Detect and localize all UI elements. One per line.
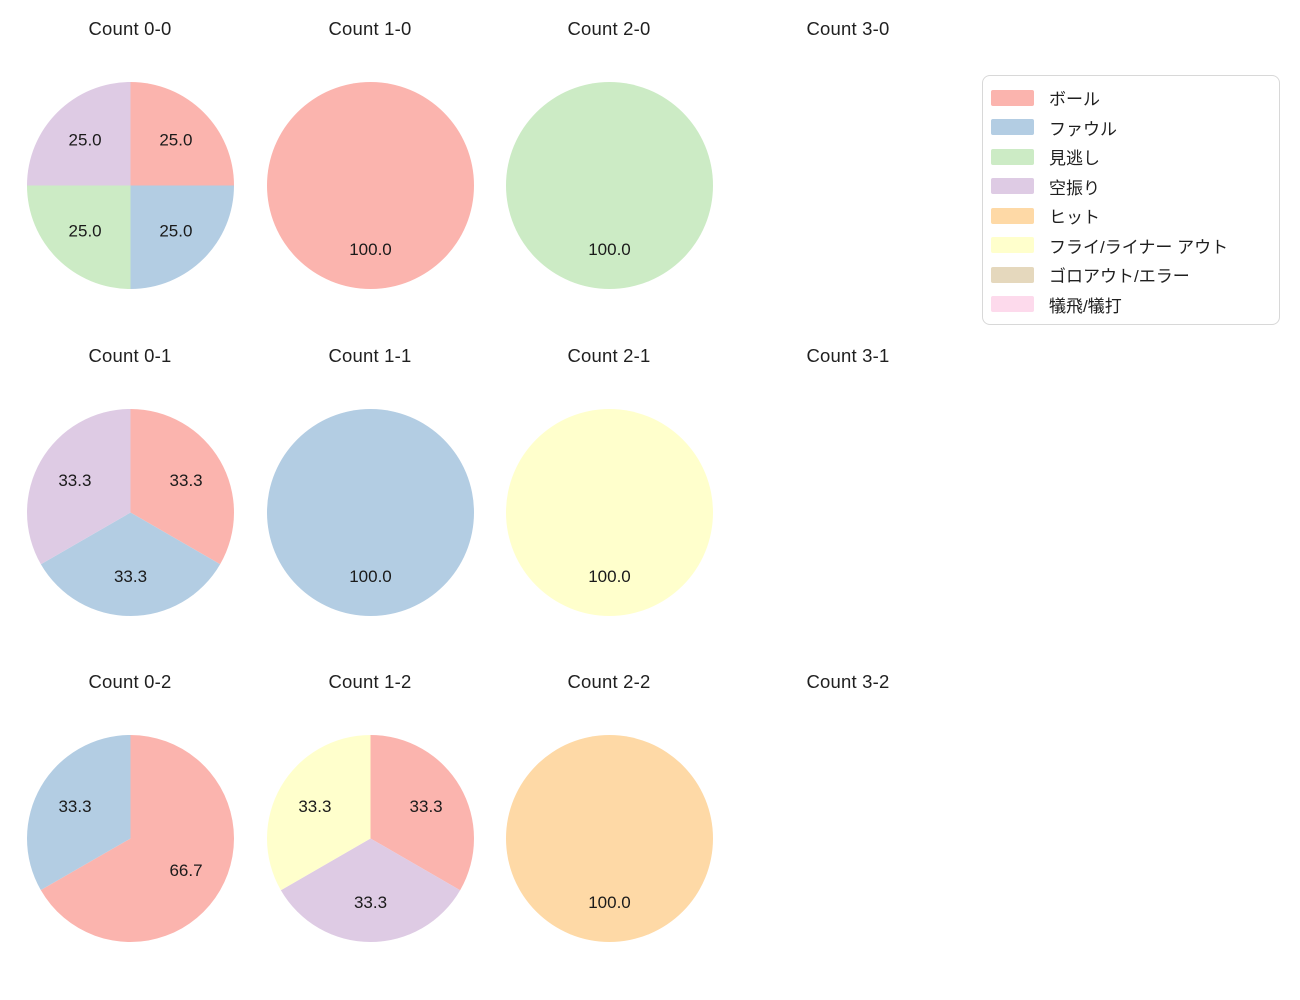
legend-item-called-strike: 見逃し — [983, 142, 1279, 172]
chart-title: Count 1-1 — [328, 345, 412, 366]
legend-swatch-groundout-error — [991, 266, 1034, 283]
legend-item-sacrifice: 犠飛/犠打 — [983, 290, 1279, 320]
chart-title: Count 0-2 — [88, 671, 172, 692]
pie-slice-label: 25.0 — [68, 221, 101, 240]
chart-cell-count-2-0: Count 2-0 100.0 — [489, 15, 729, 335]
pie-slice — [505, 82, 713, 289]
pie-slice — [280, 838, 460, 942]
pie-slice — [130, 185, 234, 289]
legend-label: 犠飛/犠打 — [1049, 296, 1122, 316]
pie-slice — [266, 409, 474, 616]
legend-label: 見逃し — [1049, 149, 1100, 169]
pie-slice — [130, 82, 234, 186]
chart-title: Count 3-1 — [806, 345, 890, 366]
pie-slice — [40, 735, 234, 942]
chart-title: Count 1-2 — [328, 671, 412, 692]
pie-slice-label: 33.3 — [58, 471, 91, 490]
pie-slice — [40, 512, 220, 616]
pie-chart: 100.0 — [505, 82, 713, 289]
pie-slice-label: 33.3 — [113, 567, 146, 586]
pie-chart: 100.0 — [266, 82, 474, 289]
legend-item-fly-liner-out: フライ/ライナー アウト — [983, 231, 1279, 261]
pie-slice-label: 100.0 — [588, 567, 631, 586]
chart-cell-count-0-1: Count 0-1 33.3 33.3 33.3 — [10, 342, 250, 662]
legend-swatch-swinging-strike — [991, 178, 1034, 195]
pie-slice-label: 100.0 — [349, 240, 392, 259]
legend-label: ゴロアウト/エラー — [1049, 267, 1190, 287]
pie-slice-label: 33.3 — [298, 797, 331, 816]
pie-slice-label: 33.3 — [58, 797, 91, 816]
chart-cell-count-3-0: Count 3-0 — [728, 15, 968, 335]
pie-slice — [505, 409, 713, 616]
pie-chart — [745, 82, 952, 289]
pie-chart — [745, 409, 952, 616]
chart-title: Count 3-2 — [806, 671, 890, 692]
pie-slice-label: 100.0 — [349, 567, 392, 586]
pie-chart: 25.0 25.0 25.0 25.0 — [26, 82, 234, 289]
chart-cell-count-0-0: Count 0-0 25.0 25.0 25.0 25.0 — [10, 15, 250, 335]
chart-cell-count-3-2: Count 3-2 — [728, 668, 968, 988]
pie-chart — [745, 735, 952, 942]
legend-item-foul: ファウル — [983, 113, 1279, 143]
chart-cell-count-1-2: Count 1-2 33.3 33.3 33.3 — [250, 668, 490, 988]
pie-slice-label: 66.7 — [169, 861, 202, 880]
pie-slice-label: 33.3 — [353, 893, 386, 912]
pie-slice-label: 25.0 — [159, 221, 192, 240]
pie-slice-label: 25.0 — [68, 131, 101, 150]
pie-chart: 100.0 — [266, 409, 474, 616]
pie-slice — [505, 735, 713, 942]
chart-title: Count 1-0 — [328, 18, 412, 39]
legend-swatch-hit — [991, 207, 1034, 224]
pie-slice — [26, 735, 131, 891]
chart-title: Count 3-0 — [806, 18, 890, 39]
legend: ボール ファウル 見逃し 空振り ヒット フライ/ライナー アウト ゴロアウト/… — [982, 75, 1280, 325]
pie-slice — [26, 82, 130, 186]
legend-item-ball: ボール — [983, 83, 1279, 113]
pie-slice-label: 25.0 — [159, 131, 192, 150]
chart-title: Count 2-1 — [567, 345, 651, 366]
chart-title: Count 2-0 — [567, 18, 651, 39]
chart-cell-count-2-2: Count 2-2 100.0 — [489, 668, 729, 988]
chart-cell-count-3-1: Count 3-1 — [728, 342, 968, 662]
pie-chart: 33.3 33.3 33.3 — [26, 409, 234, 616]
pie-slice — [130, 409, 234, 565]
pie-chart: 100.0 — [505, 409, 713, 616]
pie-slice — [26, 185, 130, 289]
chart-title: Count 0-0 — [88, 18, 172, 39]
pie-slice — [266, 82, 474, 289]
pie-slice-label: 100.0 — [588, 893, 631, 912]
pie-slice — [266, 735, 370, 891]
chart-title: Count 0-1 — [88, 345, 172, 366]
pie-slice — [370, 735, 474, 891]
legend-swatch-fly-liner-out — [991, 237, 1034, 254]
legend-label: 空振り — [1049, 178, 1100, 198]
legend-item-swinging-strike: 空振り — [983, 172, 1279, 202]
pie-slice-label: 33.3 — [409, 797, 442, 816]
pie-slice — [26, 409, 131, 565]
legend-label: フライ/ライナー アウト — [1049, 237, 1229, 257]
legend-swatch-ball — [991, 89, 1034, 106]
legend-item-groundout-error: ゴロアウト/エラー — [983, 260, 1279, 290]
pie-slice-label: 100.0 — [588, 240, 631, 259]
pie-slice-label: 33.3 — [169, 471, 202, 490]
legend-swatch-foul — [991, 119, 1034, 136]
chart-cell-count-0-2: Count 0-2 66.7 33.3 — [10, 668, 250, 988]
legend-swatch-called-strike — [991, 148, 1034, 165]
legend-label: ファウル — [1049, 119, 1117, 139]
pie-chart: 33.3 33.3 33.3 — [266, 735, 474, 942]
legend-label: ボール — [1049, 90, 1100, 110]
legend-label: ヒット — [1049, 208, 1100, 228]
chart-title: Count 2-2 — [567, 671, 651, 692]
pie-chart: 100.0 — [505, 735, 713, 942]
pie-chart: 66.7 33.3 — [26, 735, 234, 942]
legend-swatch-sacrifice — [991, 296, 1034, 313]
chart-cell-count-2-1: Count 2-1 100.0 — [489, 342, 729, 662]
legend-item-hit: ヒット — [983, 201, 1279, 231]
chart-cell-count-1-0: Count 1-0 100.0 — [250, 15, 490, 335]
chart-cell-count-1-1: Count 1-1 100.0 — [250, 342, 490, 662]
